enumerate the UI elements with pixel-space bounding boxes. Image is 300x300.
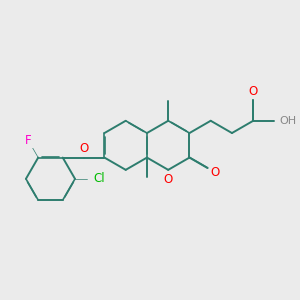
Text: Cl: Cl: [94, 172, 105, 185]
Text: O: O: [210, 166, 220, 179]
Text: O: O: [164, 173, 173, 186]
Text: O: O: [79, 142, 88, 155]
Text: F: F: [25, 134, 32, 147]
Text: OH: OH: [279, 116, 296, 126]
Text: O: O: [249, 85, 258, 98]
